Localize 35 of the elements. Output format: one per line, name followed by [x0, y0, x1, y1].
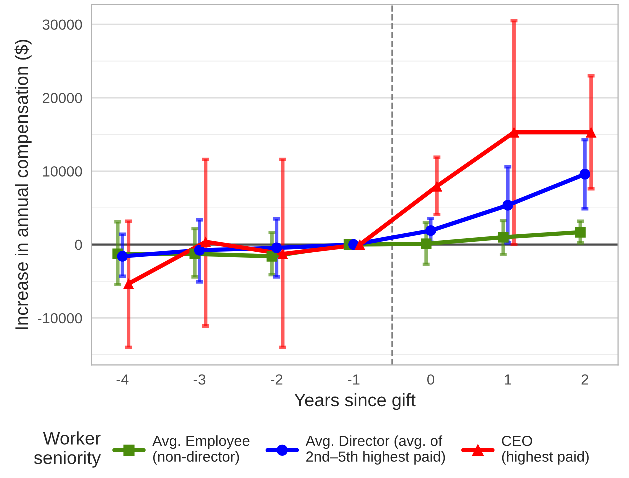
point	[426, 225, 436, 236]
legend-label: Avg. Director (avg. of 2nd–5th highest paid)	[306, 436, 446, 465]
legend-label: Avg. Employee (non-director)	[152, 436, 250, 465]
x-tick-label: -3	[194, 374, 206, 385]
x-tick-label: -1	[348, 374, 360, 385]
x-tick-label: -4	[116, 374, 129, 385]
point	[580, 169, 591, 180]
x-axis-title: Years since gift	[294, 393, 416, 410]
point	[420, 238, 432, 250]
legend-label: CEO (highest paid)	[502, 436, 589, 465]
y-tick-label: 0	[75, 240, 82, 250]
point	[354, 239, 366, 250]
point	[271, 242, 282, 254]
x-tick-label: -2	[270, 374, 283, 385]
point	[586, 127, 597, 138]
y-tick-label: 20000	[42, 93, 82, 104]
point	[194, 245, 206, 256]
point	[123, 278, 134, 290]
point	[266, 251, 278, 262]
point	[498, 232, 509, 243]
point	[508, 127, 520, 138]
y-tick-label: 10000	[43, 166, 82, 177]
point	[575, 227, 586, 238]
point	[278, 248, 288, 260]
y-axis-title: Increase in annual compensation ($)	[14, 40, 32, 330]
x-tick-label: 1	[505, 374, 512, 385]
point	[117, 251, 128, 262]
y-tick-label: 30000	[42, 20, 82, 30]
x-tick-label: 2	[582, 374, 588, 385]
legend-title: Worker seniority	[34, 432, 102, 468]
point	[502, 200, 514, 211]
point	[432, 181, 443, 192]
point	[200, 236, 212, 248]
x-tick-label: 0	[428, 374, 434, 385]
y-tick-label: -10000	[38, 313, 82, 324]
